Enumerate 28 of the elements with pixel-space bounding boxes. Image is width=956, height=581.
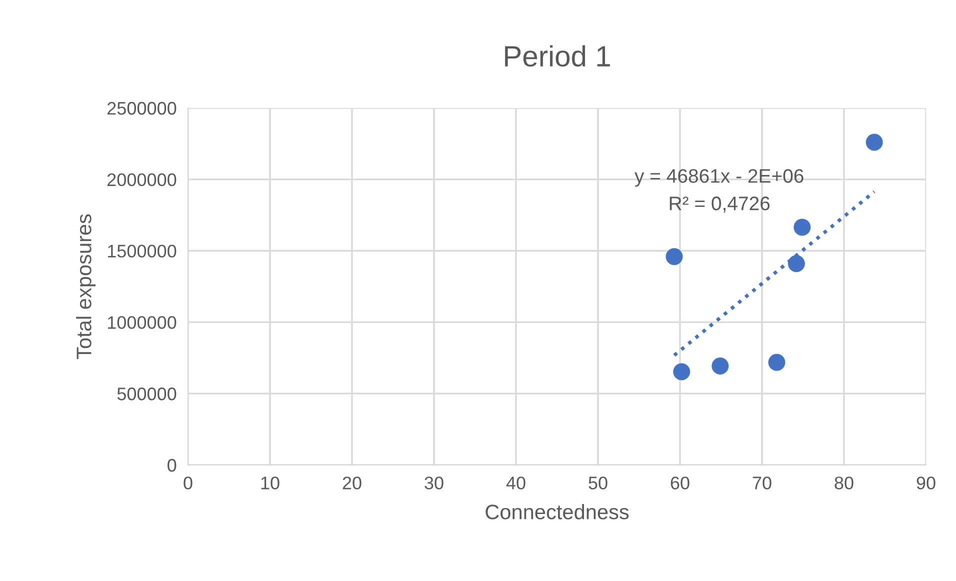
- point: [794, 218, 811, 236]
- x-tick-label: 0: [184, 476, 192, 490]
- chart-title: Period 1: [505, 45, 610, 67]
- x-tick-label: 90: [916, 476, 936, 490]
- x-tick-label: 40: [506, 476, 526, 490]
- point: [788, 255, 805, 272]
- x-tick-label: 50: [588, 476, 608, 490]
- x-tick-label: 80: [834, 476, 854, 490]
- annotation: R² = 0,4726: [670, 196, 770, 213]
- y-axis-title: Total exposures: [76, 214, 96, 359]
- y-tick-label: 2000000: [108, 173, 176, 186]
- x-tick-label: 30: [424, 476, 444, 490]
- y-tick-label: 2500000: [108, 102, 176, 115]
- point: [666, 248, 683, 266]
- point: [712, 358, 729, 375]
- x-tick-label: 20: [342, 476, 362, 490]
- x-axis-title: Connectedness: [486, 504, 629, 520]
- y-tick-label: 0: [168, 458, 176, 472]
- point: [768, 354, 786, 371]
- y-tick-label: 1500000: [108, 244, 176, 258]
- x-tick-label: 60: [670, 476, 690, 490]
- y-tick-label: 1000000: [108, 316, 176, 329]
- annotation: y = 46861x - 2E+06: [634, 169, 804, 187]
- y-tick-label: 500000: [117, 388, 176, 400]
- point: [866, 134, 883, 151]
- x-tick-label: 70: [752, 476, 772, 490]
- point: [673, 363, 690, 380]
- x-tick-label: 10: [261, 476, 280, 490]
